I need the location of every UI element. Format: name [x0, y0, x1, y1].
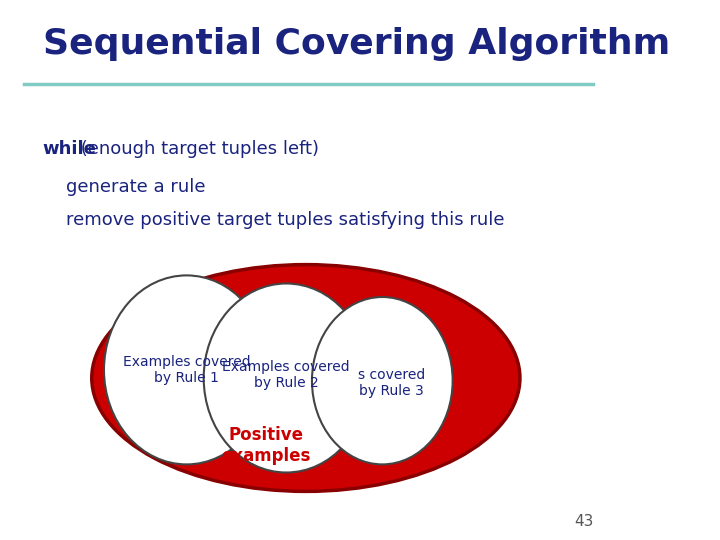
Text: Sequential Covering Algorithm: Sequential Covering Algorithm — [42, 27, 670, 61]
Text: while: while — [42, 140, 96, 158]
Text: s covered
by Rule 3: s covered by Rule 3 — [358, 368, 425, 399]
Ellipse shape — [91, 265, 520, 491]
Text: Examples covered
by Rule 2: Examples covered by Rule 2 — [222, 360, 350, 390]
Text: Examples covered
by Rule 1: Examples covered by Rule 1 — [122, 355, 251, 385]
Ellipse shape — [312, 297, 453, 464]
Ellipse shape — [204, 284, 369, 472]
Text: 43: 43 — [574, 514, 593, 529]
Text: generate a rule: generate a rule — [42, 178, 205, 196]
Text: Positive
examples: Positive examples — [221, 426, 311, 465]
Ellipse shape — [104, 275, 269, 464]
Text: remove positive target tuples satisfying this rule: remove positive target tuples satisfying… — [42, 211, 504, 228]
Text: (enough target tuples left): (enough target tuples left) — [75, 140, 319, 158]
